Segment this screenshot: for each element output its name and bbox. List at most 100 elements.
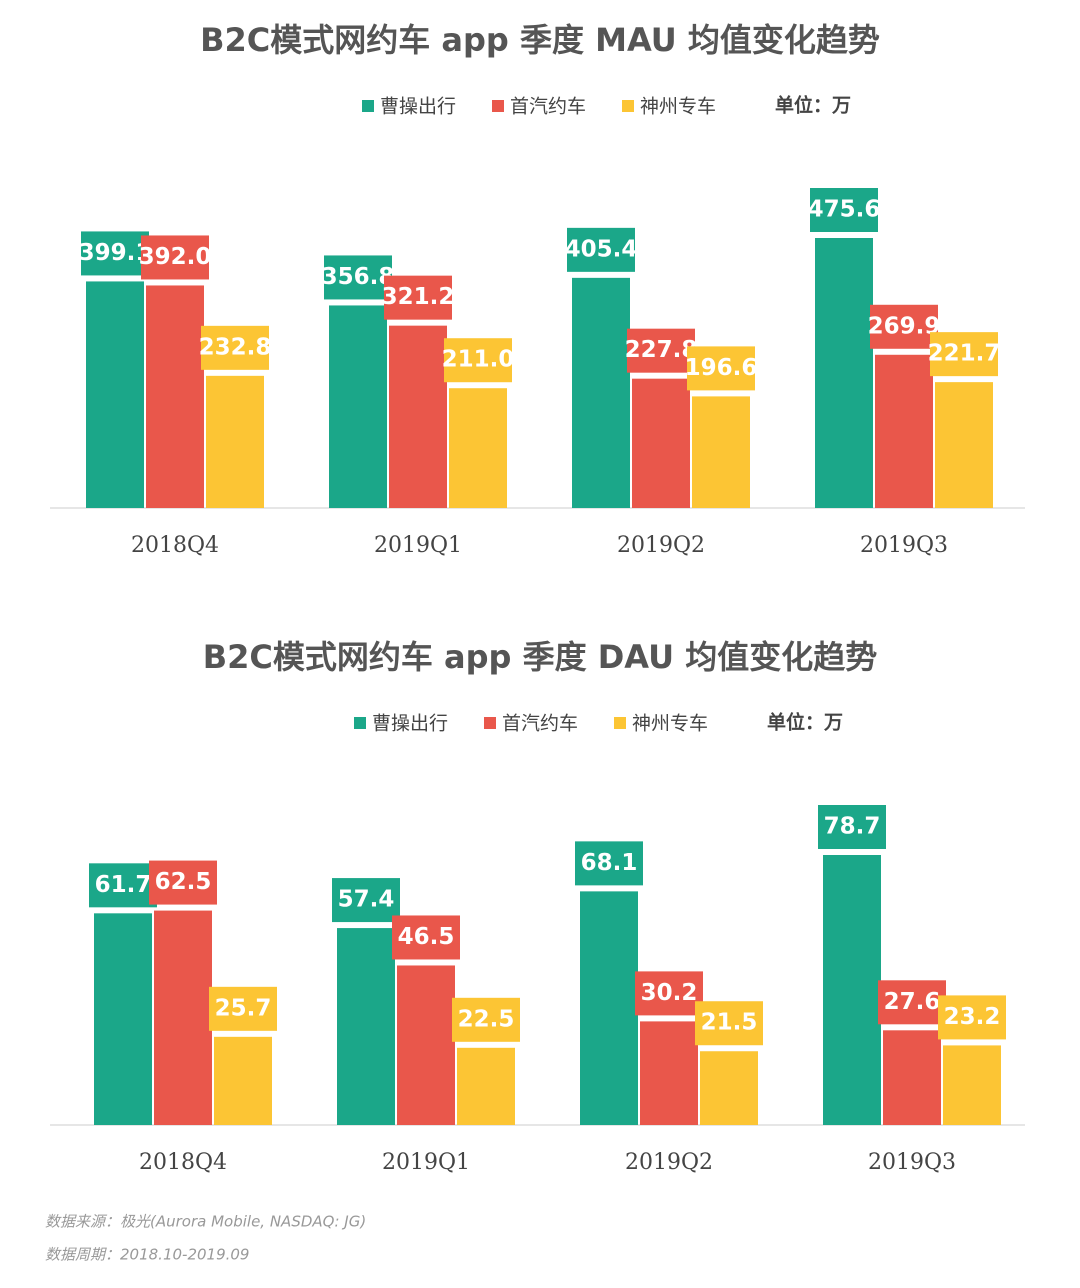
bar — [883, 1030, 941, 1125]
legend-swatch — [484, 717, 496, 729]
value-label: 269.9 — [868, 313, 941, 339]
bar — [337, 928, 395, 1125]
bar — [389, 325, 447, 508]
legend-swatch — [492, 100, 504, 112]
value-label-box — [392, 915, 460, 960]
legend-label: 神州专车 — [632, 713, 708, 735]
bar — [823, 855, 881, 1125]
legend-label: 曹操出行 — [380, 96, 456, 118]
value-label: 22.5 — [458, 1006, 515, 1032]
value-label: 392.0 — [139, 244, 212, 270]
bar — [943, 1045, 1001, 1125]
chart-title: B2C模式网约车 app 季度 DAU 均值变化趋势 — [203, 638, 877, 676]
value-label: 196.6 — [685, 355, 758, 381]
value-label-box — [938, 995, 1006, 1040]
value-label: 46.5 — [398, 924, 455, 950]
bar — [146, 285, 204, 508]
bar — [214, 1036, 272, 1125]
bar — [206, 375, 264, 508]
value-label-box — [930, 332, 998, 377]
value-label-box — [209, 986, 277, 1031]
value-label: 68.1 — [581, 850, 638, 876]
x-tick-label: 2019Q1 — [382, 1150, 470, 1175]
bar — [154, 910, 212, 1125]
value-label-box — [89, 863, 157, 908]
value-label-box — [810, 188, 878, 232]
unit-label: 单位：万 — [775, 94, 851, 117]
bar — [580, 891, 638, 1125]
value-label-box — [687, 346, 755, 391]
bar — [640, 1021, 698, 1125]
bar — [572, 277, 630, 508]
value-label: 25.7 — [215, 995, 272, 1021]
value-label: 321.2 — [382, 284, 455, 310]
value-label-box — [818, 805, 886, 849]
bar — [457, 1047, 515, 1125]
value-label: 78.7 — [824, 814, 881, 840]
bar — [94, 913, 152, 1125]
value-label: 57.4 — [338, 887, 395, 913]
value-label-box — [635, 971, 703, 1016]
value-label: 221.7 — [928, 341, 1001, 367]
value-label-box — [332, 878, 400, 923]
value-label: 27.6 — [884, 989, 941, 1015]
value-label-box — [567, 227, 635, 272]
value-label: 62.5 — [155, 869, 212, 895]
value-label-box — [627, 328, 695, 373]
value-label-box — [452, 997, 520, 1042]
bar — [700, 1051, 758, 1125]
source-note: 数据来源：极光(Aurora Mobile, NASDAQ: JG) — [45, 1213, 366, 1231]
legend-swatch — [614, 717, 626, 729]
value-label: 232.8 — [199, 334, 272, 360]
bar — [86, 281, 144, 508]
bar — [692, 396, 750, 508]
x-tick-label: 2019Q3 — [868, 1150, 956, 1175]
unit-label: 单位：万 — [767, 711, 843, 734]
x-tick-label: 2018Q4 — [131, 533, 219, 558]
legend-swatch — [354, 717, 366, 729]
x-tick-label: 2019Q2 — [617, 533, 705, 558]
bar — [397, 965, 455, 1125]
value-label-box — [81, 231, 149, 276]
value-label-box — [384, 275, 452, 320]
bar — [632, 378, 690, 508]
value-label-box — [324, 255, 392, 300]
value-label: 211.0 — [442, 347, 515, 373]
legend-label: 首汽约车 — [502, 713, 578, 735]
value-label-box — [444, 338, 512, 383]
x-tick-label: 2018Q4 — [139, 1150, 227, 1175]
value-label-box — [575, 841, 643, 886]
value-label-box — [149, 860, 217, 905]
bar — [935, 382, 993, 508]
period-note: 数据周期：2018.10-2019.09 — [45, 1246, 249, 1264]
value-label: 30.2 — [641, 980, 698, 1006]
value-label-box — [695, 1001, 763, 1046]
value-label: 61.7 — [95, 872, 152, 898]
value-label-box — [870, 304, 938, 349]
value-label: 23.2 — [944, 1004, 1001, 1030]
legend-label: 曹操出行 — [372, 713, 448, 735]
value-label: 475.6 — [808, 197, 881, 223]
legend-swatch — [362, 100, 374, 112]
bar — [815, 238, 873, 508]
legend-label: 神州专车 — [640, 96, 716, 118]
value-label-box — [878, 980, 946, 1025]
legend-label: 首汽约车 — [510, 96, 586, 118]
x-tick-label: 2019Q3 — [860, 533, 948, 558]
legend-swatch — [622, 100, 634, 112]
value-label: 399.1 — [79, 240, 152, 266]
value-label-box — [141, 235, 209, 280]
value-label: 356.8 — [322, 264, 395, 290]
value-label: 227.8 — [625, 337, 698, 363]
chart-title: B2C模式网约车 app 季度 MAU 均值变化趋势 — [200, 21, 880, 59]
value-label-box — [201, 325, 269, 370]
value-label: 21.5 — [701, 1010, 758, 1036]
x-tick-label: 2019Q2 — [625, 1150, 713, 1175]
bar — [875, 354, 933, 508]
bar — [329, 305, 387, 508]
bar — [449, 388, 507, 508]
x-tick-label: 2019Q1 — [374, 533, 462, 558]
value-label: 405.4 — [565, 236, 638, 262]
